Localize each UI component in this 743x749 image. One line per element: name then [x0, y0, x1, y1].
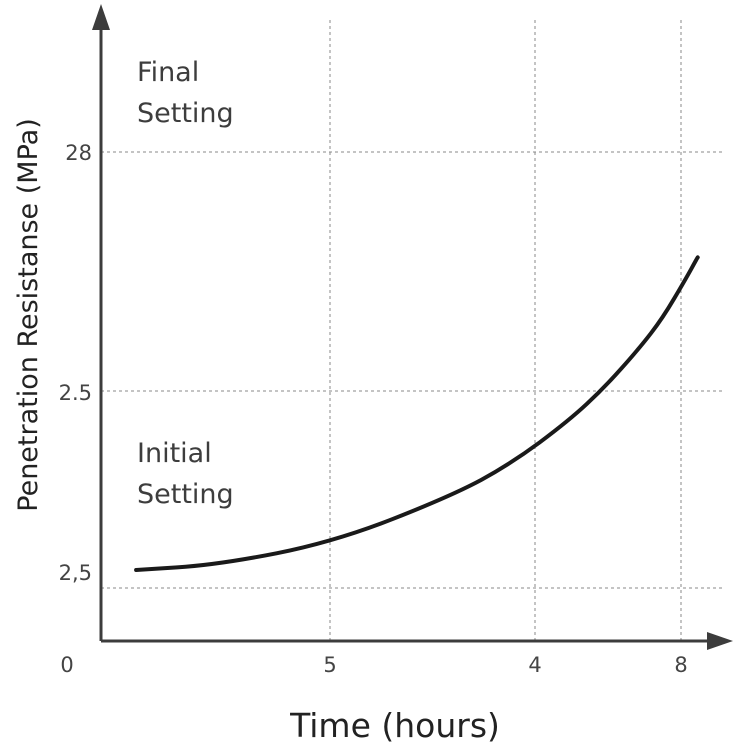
x-axis-arrow — [707, 632, 733, 650]
annotation-initial-line1: Initial — [137, 438, 212, 469]
y-tick-label: 28 — [65, 141, 92, 165]
annotation-final-line1: Final — [137, 57, 199, 88]
x-tick-label: 8 — [674, 653, 687, 677]
gridlines — [101, 20, 725, 641]
annotation-final-line2: Setting — [137, 98, 234, 129]
series-line — [134, 255, 700, 572]
axes — [92, 4, 733, 650]
annotation-initial-line2: Setting — [137, 479, 234, 510]
y-tick-label: 2.5 — [59, 381, 92, 405]
y-axis-title: Penetration Resistanse (MPa) — [13, 118, 44, 511]
y-tick-label: 2,5 — [59, 561, 92, 585]
data-series — [134, 255, 700, 572]
x-tick-label: 5 — [323, 653, 336, 677]
x-axis-title: Time (hours) — [289, 706, 500, 745]
x-tick-label: 4 — [528, 653, 541, 677]
origin-label: 0 — [60, 653, 73, 677]
y-axis-arrow — [92, 4, 110, 30]
